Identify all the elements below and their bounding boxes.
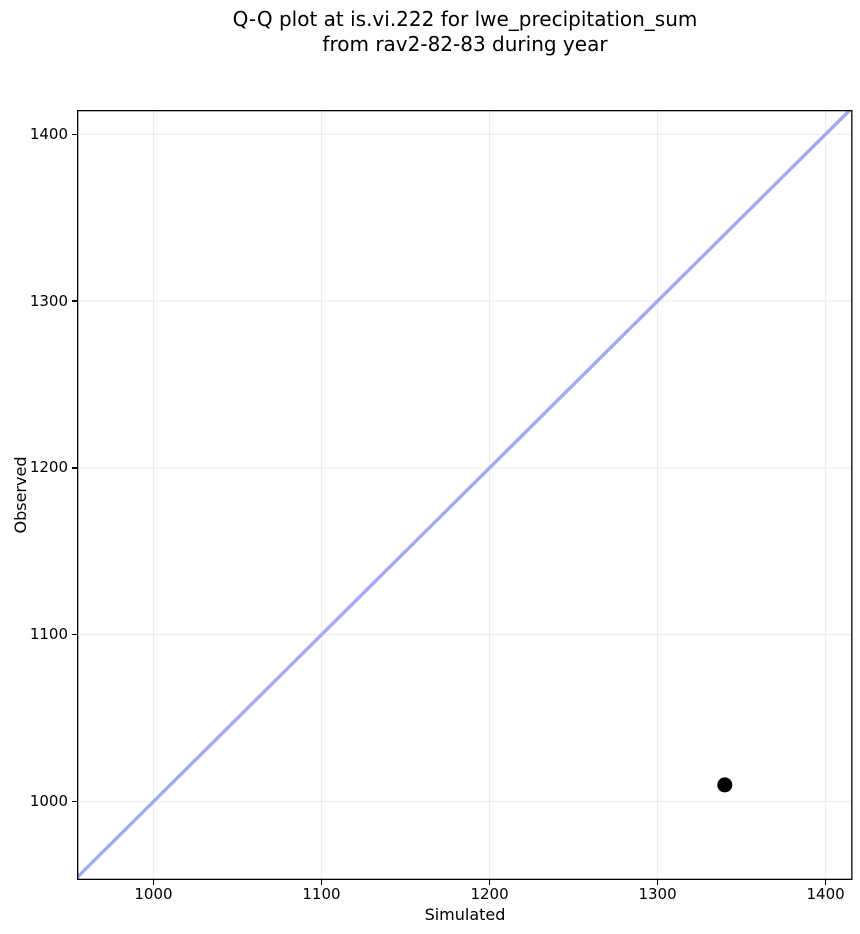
x-tick-mark — [656, 880, 659, 885]
y-tick-mark — [72, 300, 77, 302]
x-tick-mark — [488, 880, 491, 885]
x-tick-label: 1200 — [470, 885, 509, 903]
y-tick-label: 1000 — [29, 792, 68, 811]
x-tick-label: 1000 — [134, 885, 173, 903]
x-tick-mark — [320, 880, 323, 885]
y-tick-label: 1100 — [29, 625, 68, 644]
y-tick-mark — [72, 634, 77, 636]
data-point — [717, 777, 733, 793]
x-tick-mark — [824, 880, 827, 885]
y-tick-label: 1300 — [29, 291, 68, 310]
y-tick-mark — [72, 467, 77, 469]
axes-spines — [77, 110, 853, 880]
x-tick-label: 1300 — [638, 885, 677, 903]
x-tick-label: 1100 — [302, 885, 341, 903]
x-axis-label: Simulated — [424, 905, 506, 924]
y-tick-mark — [72, 133, 77, 135]
chart-title-line-2: from rav2-82-83 during year — [322, 32, 608, 56]
chart-title: Q-Q plot at is.vi.222 for lwe_precipitat… — [77, 7, 853, 57]
plot-area — [77, 110, 853, 880]
x-tick-mark — [152, 880, 155, 885]
y-tick-mark — [72, 800, 77, 803]
x-tick-label: 1400 — [806, 885, 845, 903]
identity-line — [77, 110, 853, 880]
y-tick-label: 1200 — [29, 458, 68, 477]
y-tick-label: 1400 — [29, 124, 68, 143]
chart-title-line-1: Q-Q plot at is.vi.222 for lwe_precipitat… — [232, 7, 698, 31]
